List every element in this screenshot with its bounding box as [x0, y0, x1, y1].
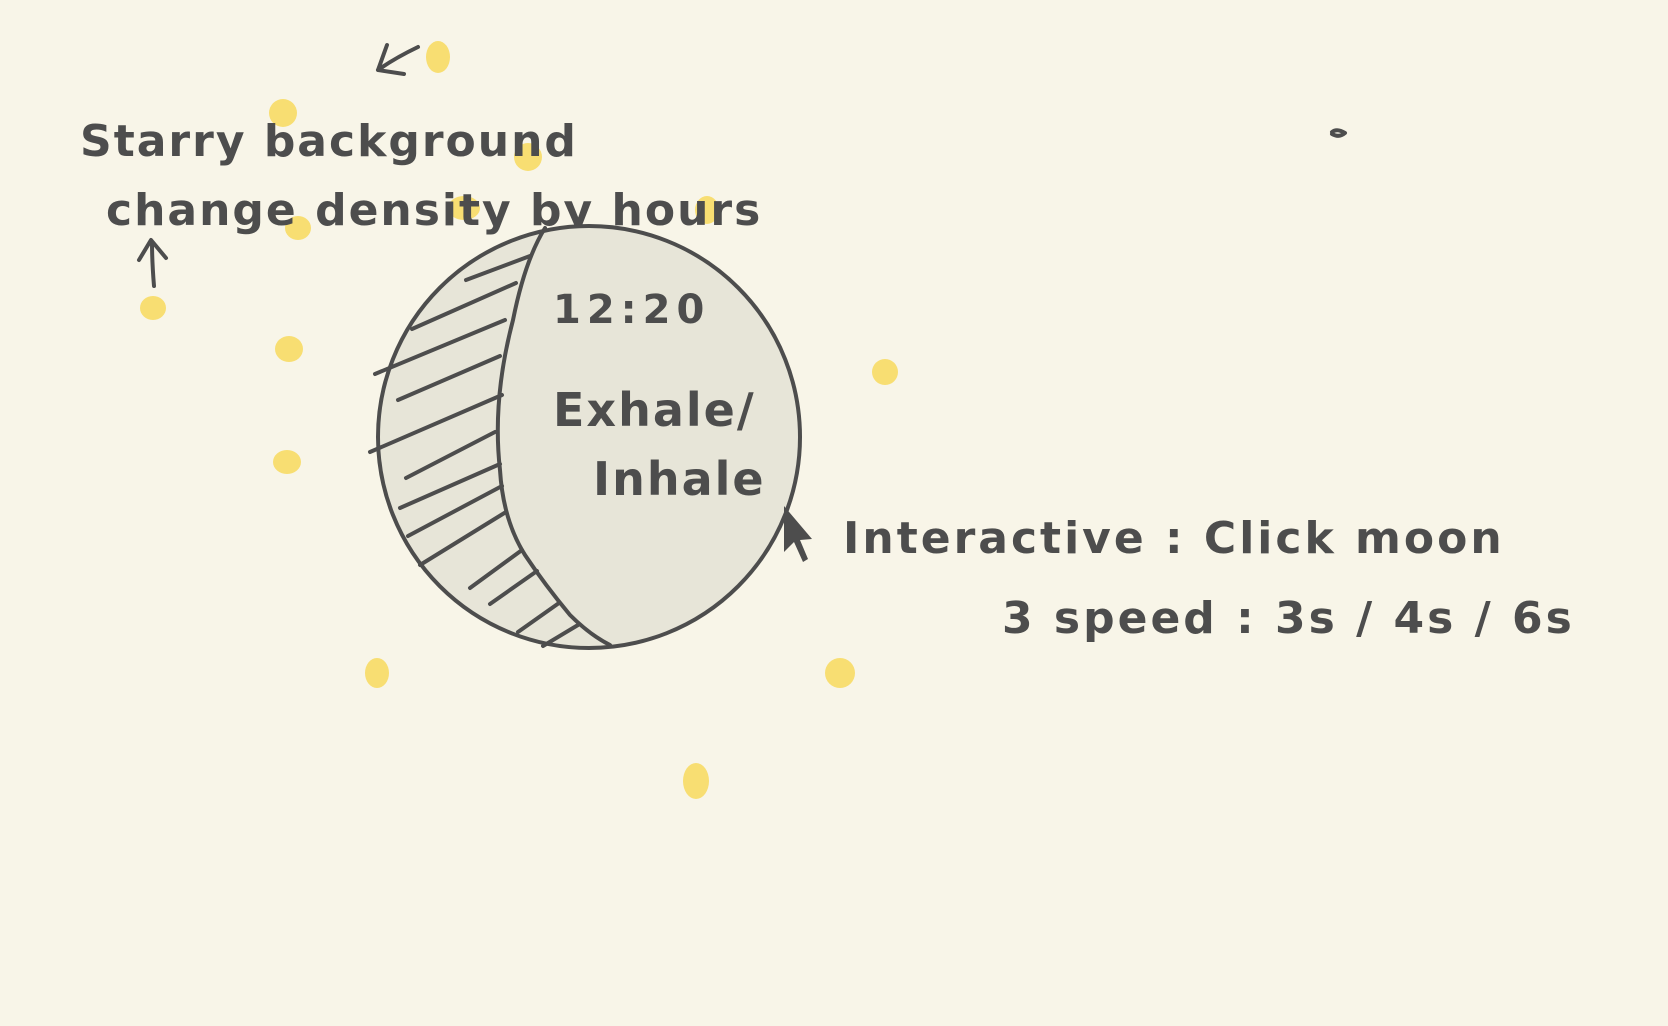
star — [275, 336, 303, 362]
moon-time: 12:20 — [553, 287, 710, 333]
star — [825, 658, 855, 688]
star-field — [140, 41, 898, 799]
arrow-up-icon — [137, 238, 168, 288]
star — [273, 450, 301, 474]
arrow-icon — [376, 43, 420, 76]
star — [426, 41, 450, 73]
stray-mark — [1330, 128, 1347, 138]
speed-note: 3 speed : 3s / 4s / 6s — [1002, 593, 1575, 644]
star — [269, 99, 297, 127]
interactive-note: Interactive : Click moon — [843, 513, 1505, 564]
star — [683, 763, 709, 799]
density-by-hours-note: change density by hours — [106, 185, 762, 236]
star — [448, 196, 480, 220]
inhale-label: Inhale — [593, 452, 766, 506]
star — [514, 143, 542, 171]
star — [140, 296, 166, 320]
starry-background-note: Starry background — [80, 116, 578, 167]
moon[interactable]: 12:20 Exhale/ Inhale — [368, 224, 802, 650]
star — [872, 359, 898, 385]
cursor-icon — [784, 506, 812, 562]
moon-shadow-hatching — [368, 254, 580, 648]
moon-terminator — [495, 226, 612, 647]
star — [695, 196, 719, 224]
exhale-label: Exhale/ — [553, 383, 756, 437]
star — [285, 216, 311, 240]
star — [365, 658, 389, 688]
